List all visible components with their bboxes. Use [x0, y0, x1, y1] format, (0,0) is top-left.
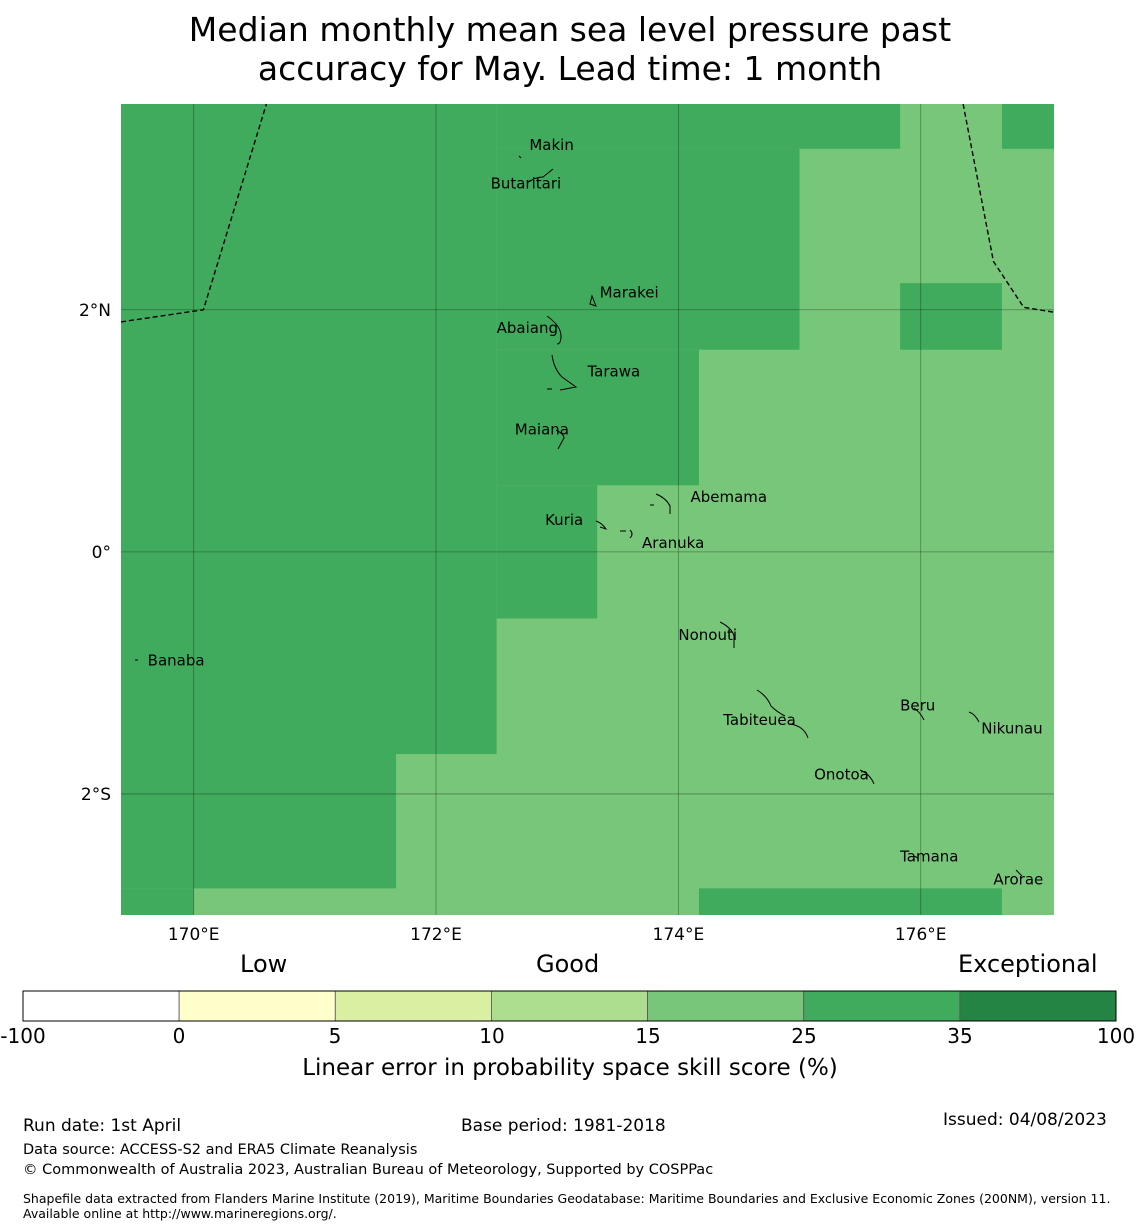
data-source: Data source: ACCESS-S2 and ERA5 Climate …: [23, 1142, 418, 1158]
atoll-outline: [526, 168, 554, 184]
colorbar-bin: [959, 990, 1117, 1022]
issued-date: Issued: 04/08/2023: [943, 1110, 1107, 1130]
place-label: Abaiang: [497, 319, 558, 337]
place-label: Onotoa: [814, 765, 869, 783]
run-date: Run date: 1st April: [23, 1116, 182, 1136]
colorbar-tick: 25: [791, 1024, 817, 1048]
eez-boundary-line: [962, 103, 1055, 313]
colorbar-label-good: Good: [536, 950, 600, 978]
skill-cell-25-35: [900, 283, 1002, 350]
place-label: Marakei: [600, 284, 659, 302]
colorbar-tick: -100: [0, 1024, 46, 1048]
atoll-outline: [595, 520, 608, 530]
place-label: Abemama: [690, 488, 767, 506]
atoll-outline: [546, 315, 562, 345]
colorbar-bin: [491, 990, 648, 1022]
colorbar: [22, 990, 1117, 1022]
atoll-outline: [1015, 869, 1023, 877]
shapefile-credit: Shapefile data extracted from Flanders M…: [23, 1191, 1111, 1221]
colorbar-tick: 15: [635, 1024, 661, 1048]
atoll-outline: [518, 155, 522, 159]
eez-boundary-line: [120, 103, 268, 323]
atoll-outline: [547, 354, 578, 391]
lon-tick-label: 172°E: [410, 925, 462, 945]
place-label: Makin: [529, 136, 574, 154]
map-title-line-2: accuracy for May. Lead time: 1 month: [257, 49, 883, 88]
colorbar-tick: 10: [479, 1024, 505, 1048]
colorbar-bin: [334, 990, 492, 1022]
place-label: Maiana: [515, 420, 569, 438]
skill-cell-25-35: [121, 754, 397, 889]
atoll-outline: [756, 689, 809, 739]
colorbar-bin: [22, 990, 180, 1022]
colorbar-bin: [803, 990, 961, 1022]
skill-cell-25-35: [496, 485, 598, 619]
place-label: Arorae: [993, 871, 1043, 889]
lon-tick-label: 174°E: [653, 925, 705, 945]
atoll-outline: [589, 294, 597, 307]
place-label: Nonouti: [678, 626, 737, 644]
place-labels: Makin Butaritari Marakei Abaiang Tarawa Maian…: [148, 136, 1044, 889]
eez-boundaries: [120, 103, 1055, 323]
colorbar-label-low: Low: [240, 950, 288, 978]
skill-cell-25-35: [121, 888, 194, 915]
lat-tick-label: 2°S: [81, 785, 111, 805]
place-label: Kuria: [545, 511, 583, 529]
atoll-outline: [859, 769, 875, 785]
atoll-outline: [555, 429, 565, 450]
colorbar-label-exceptional: Exceptional: [958, 950, 1098, 978]
place-label: Nikunau: [981, 719, 1042, 737]
place-label: Beru: [900, 696, 935, 714]
skill-cell-25-35: [698, 104, 901, 149]
skill-cell-25-35: [1001, 104, 1054, 149]
atoll-outline: [650, 493, 671, 514]
graticule: [121, 104, 1054, 915]
place-label: Aranuka: [642, 534, 704, 552]
atoll-outline: [913, 707, 925, 721]
lon-tick-label: 170°E: [168, 925, 220, 945]
colorbar-tick: 35: [947, 1024, 973, 1048]
atoll-outline: [620, 529, 633, 539]
skill-cell-25-35: [698, 888, 1002, 915]
place-label: Tarawa: [587, 362, 641, 380]
colorbar-title: Linear error in probability space skill …: [302, 1055, 838, 1081]
lon-tick-label: 176°E: [895, 925, 947, 945]
map-title: Median monthly mean sea level pressure p…: [0, 10, 1140, 88]
base-period: Base period: 1981-2018: [461, 1116, 666, 1136]
colorbar-bin: [178, 990, 336, 1022]
copyright: © Commonwealth of Australia 2023, Austra…: [23, 1162, 714, 1178]
skill-cell-25-35: [121, 104, 497, 755]
place-label: Banaba: [148, 652, 205, 670]
atoll-outline: [968, 711, 980, 723]
skill-map: Makin Butaritari Marakei Abaiang Tarawa Maian…: [79, 103, 1055, 945]
lat-tick-label: 2°N: [79, 301, 111, 321]
map-title-line-1: Median monthly mean sea level pressure p…: [188, 10, 952, 49]
axis-tick-labels: 170°E 172°E 174°E 176°E 2°N 0° 2°S: [79, 301, 947, 945]
colorbar-tick: 0: [172, 1024, 186, 1048]
place-label: Butaritari: [491, 175, 562, 193]
colorbar-outline: [22, 990, 1117, 1022]
skill-cell-25-35: [496, 349, 699, 486]
place-label: Tamana: [899, 848, 958, 866]
skill-cell-25-35: [496, 104, 699, 149]
atoll-outline: [719, 621, 735, 648]
colorbar-tick: 100: [1096, 1024, 1136, 1048]
colorbar-bin: [647, 990, 805, 1022]
place-label: Tabiteuea: [722, 711, 796, 729]
lat-tick-label: 0°: [92, 543, 111, 563]
island-outlines: [135, 155, 1023, 877]
colorbar-tick: 5: [328, 1024, 342, 1048]
skill-cells: [121, 104, 1054, 915]
atoll-outline: [913, 855, 919, 859]
